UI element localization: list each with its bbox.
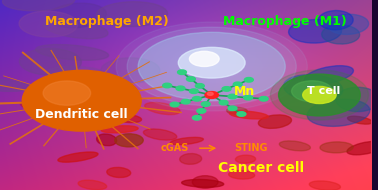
Ellipse shape (19, 48, 81, 75)
Ellipse shape (229, 170, 255, 179)
Circle shape (43, 81, 91, 105)
Circle shape (176, 86, 185, 91)
Ellipse shape (107, 167, 131, 177)
Circle shape (22, 70, 141, 131)
Ellipse shape (347, 141, 378, 155)
Ellipse shape (48, 3, 106, 28)
Ellipse shape (97, 134, 117, 146)
Ellipse shape (258, 115, 291, 128)
Ellipse shape (115, 134, 143, 147)
Circle shape (197, 109, 206, 113)
Circle shape (192, 97, 201, 101)
Circle shape (237, 112, 246, 116)
Ellipse shape (127, 27, 296, 106)
Text: Cancer cell: Cancer cell (218, 161, 305, 175)
Ellipse shape (58, 152, 98, 162)
Ellipse shape (178, 47, 245, 78)
Circle shape (303, 86, 336, 104)
Ellipse shape (3, 0, 75, 11)
Ellipse shape (145, 102, 180, 115)
Ellipse shape (307, 99, 370, 126)
Ellipse shape (170, 137, 203, 145)
Text: Mn: Mn (234, 85, 255, 98)
Text: STING: STING (234, 143, 268, 153)
Ellipse shape (327, 14, 369, 34)
Ellipse shape (279, 141, 310, 151)
Circle shape (279, 74, 360, 116)
Text: Dendritic cell: Dendritic cell (36, 108, 128, 120)
Circle shape (181, 99, 190, 104)
Ellipse shape (101, 58, 160, 83)
Ellipse shape (227, 107, 248, 115)
Circle shape (228, 106, 237, 111)
Ellipse shape (320, 142, 353, 153)
Ellipse shape (336, 87, 378, 112)
Ellipse shape (88, 103, 122, 115)
Circle shape (228, 94, 237, 99)
Circle shape (178, 70, 186, 74)
Circle shape (201, 102, 210, 106)
Circle shape (259, 97, 268, 101)
Ellipse shape (47, 66, 105, 81)
Circle shape (219, 100, 228, 105)
Ellipse shape (143, 129, 177, 140)
Circle shape (170, 102, 179, 107)
Text: Macrophage (M1): Macrophage (M1) (223, 15, 347, 28)
Circle shape (207, 92, 213, 95)
Ellipse shape (181, 180, 224, 187)
Ellipse shape (309, 181, 341, 190)
Text: T cell: T cell (307, 86, 340, 96)
Ellipse shape (0, 79, 31, 91)
Circle shape (195, 84, 204, 88)
Circle shape (222, 87, 231, 91)
Circle shape (189, 89, 198, 93)
Circle shape (163, 83, 172, 88)
Ellipse shape (288, 20, 342, 43)
Text: Macrophage (M2): Macrophage (M2) (45, 15, 168, 28)
Ellipse shape (20, 100, 54, 111)
Ellipse shape (78, 180, 107, 190)
Circle shape (245, 78, 253, 82)
Ellipse shape (43, 19, 108, 39)
Ellipse shape (180, 154, 202, 164)
Ellipse shape (235, 155, 256, 163)
Circle shape (270, 70, 369, 120)
Ellipse shape (138, 32, 285, 101)
Circle shape (233, 82, 242, 87)
Ellipse shape (192, 176, 218, 188)
Ellipse shape (19, 11, 77, 37)
Text: cGAS: cGAS (161, 143, 189, 153)
Ellipse shape (229, 111, 268, 119)
Circle shape (244, 95, 253, 100)
Circle shape (189, 51, 219, 66)
Ellipse shape (36, 44, 108, 60)
Ellipse shape (284, 75, 343, 101)
Ellipse shape (322, 25, 360, 44)
Circle shape (192, 116, 201, 120)
Ellipse shape (318, 10, 353, 30)
Ellipse shape (101, 126, 138, 133)
Circle shape (205, 92, 218, 98)
Ellipse shape (96, 2, 167, 27)
Ellipse shape (116, 22, 307, 111)
Ellipse shape (347, 116, 372, 124)
Circle shape (186, 77, 195, 81)
Circle shape (291, 81, 332, 102)
Ellipse shape (114, 114, 141, 123)
Ellipse shape (304, 66, 353, 84)
